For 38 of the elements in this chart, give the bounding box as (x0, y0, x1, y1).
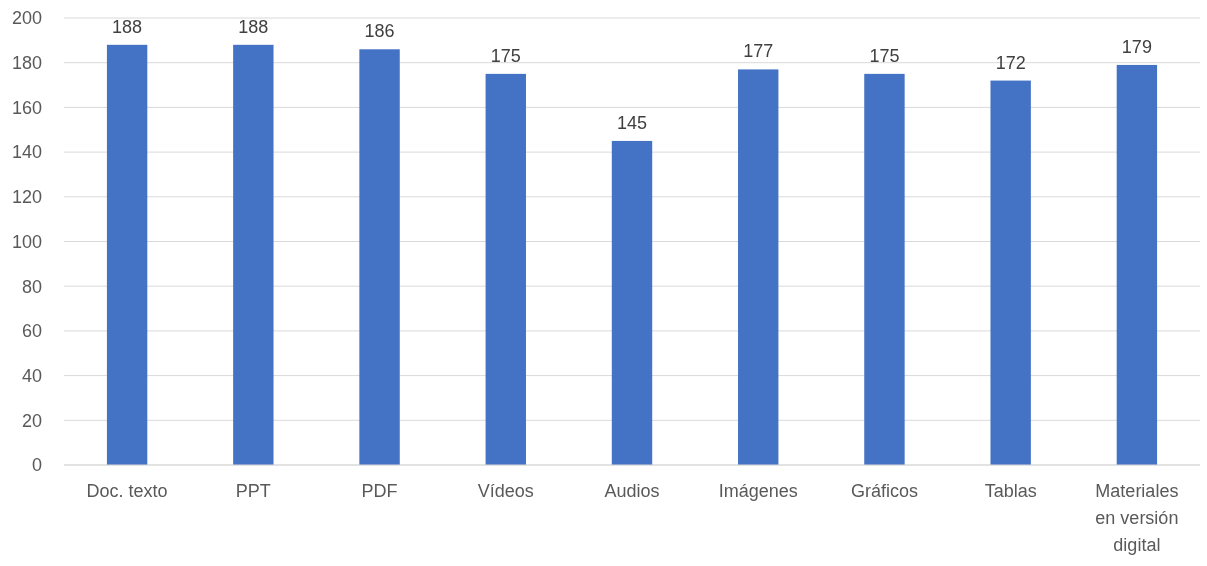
data-label: 188 (112, 16, 143, 37)
data-label: 186 (364, 21, 395, 42)
data-label: 145 (616, 112, 648, 133)
x-tick-label: Gráficos (850, 481, 918, 501)
data-label: 177 (743, 41, 774, 62)
data-label: 188 (238, 16, 269, 37)
x-tick-label: PDF (361, 481, 398, 501)
bar (1116, 64, 1158, 465)
y-tick-label: 20 (21, 410, 42, 431)
bar (864, 73, 905, 465)
data-label: 175 (869, 45, 900, 66)
y-tick-label: 120 (11, 187, 42, 208)
bar (233, 44, 274, 465)
y-tick-label: 140 (11, 142, 42, 163)
bar (106, 44, 148, 465)
y-tick-label: 0 (31, 455, 42, 476)
data-label: 172 (995, 52, 1026, 73)
bar (738, 69, 779, 465)
x-tick-label: PPT (235, 481, 271, 501)
x-tick-label: Tablas (984, 481, 1037, 501)
y-tick-label: 200 (11, 8, 42, 29)
y-tick-label: 60 (21, 321, 42, 342)
bar (990, 80, 1031, 465)
bar (611, 140, 653, 465)
x-tick-label: Doc. texto (86, 481, 168, 501)
bar (485, 73, 526, 465)
y-tick-label: 100 (11, 231, 42, 252)
x-tick-label: Imágenes (718, 481, 798, 501)
data-label: 175 (490, 45, 521, 66)
x-tick-label: Materiales en versión digital (1095, 481, 1179, 555)
x-tick-label: Audios (604, 481, 660, 501)
bar (359, 49, 400, 465)
y-tick-label: 160 (11, 97, 42, 118)
x-tick-label: Vídeos (477, 481, 534, 501)
y-tick-label: 40 (21, 365, 42, 386)
y-tick-label: 80 (21, 276, 42, 297)
data-label: 179 (1121, 36, 1152, 57)
y-tick-label: 180 (11, 53, 42, 73)
